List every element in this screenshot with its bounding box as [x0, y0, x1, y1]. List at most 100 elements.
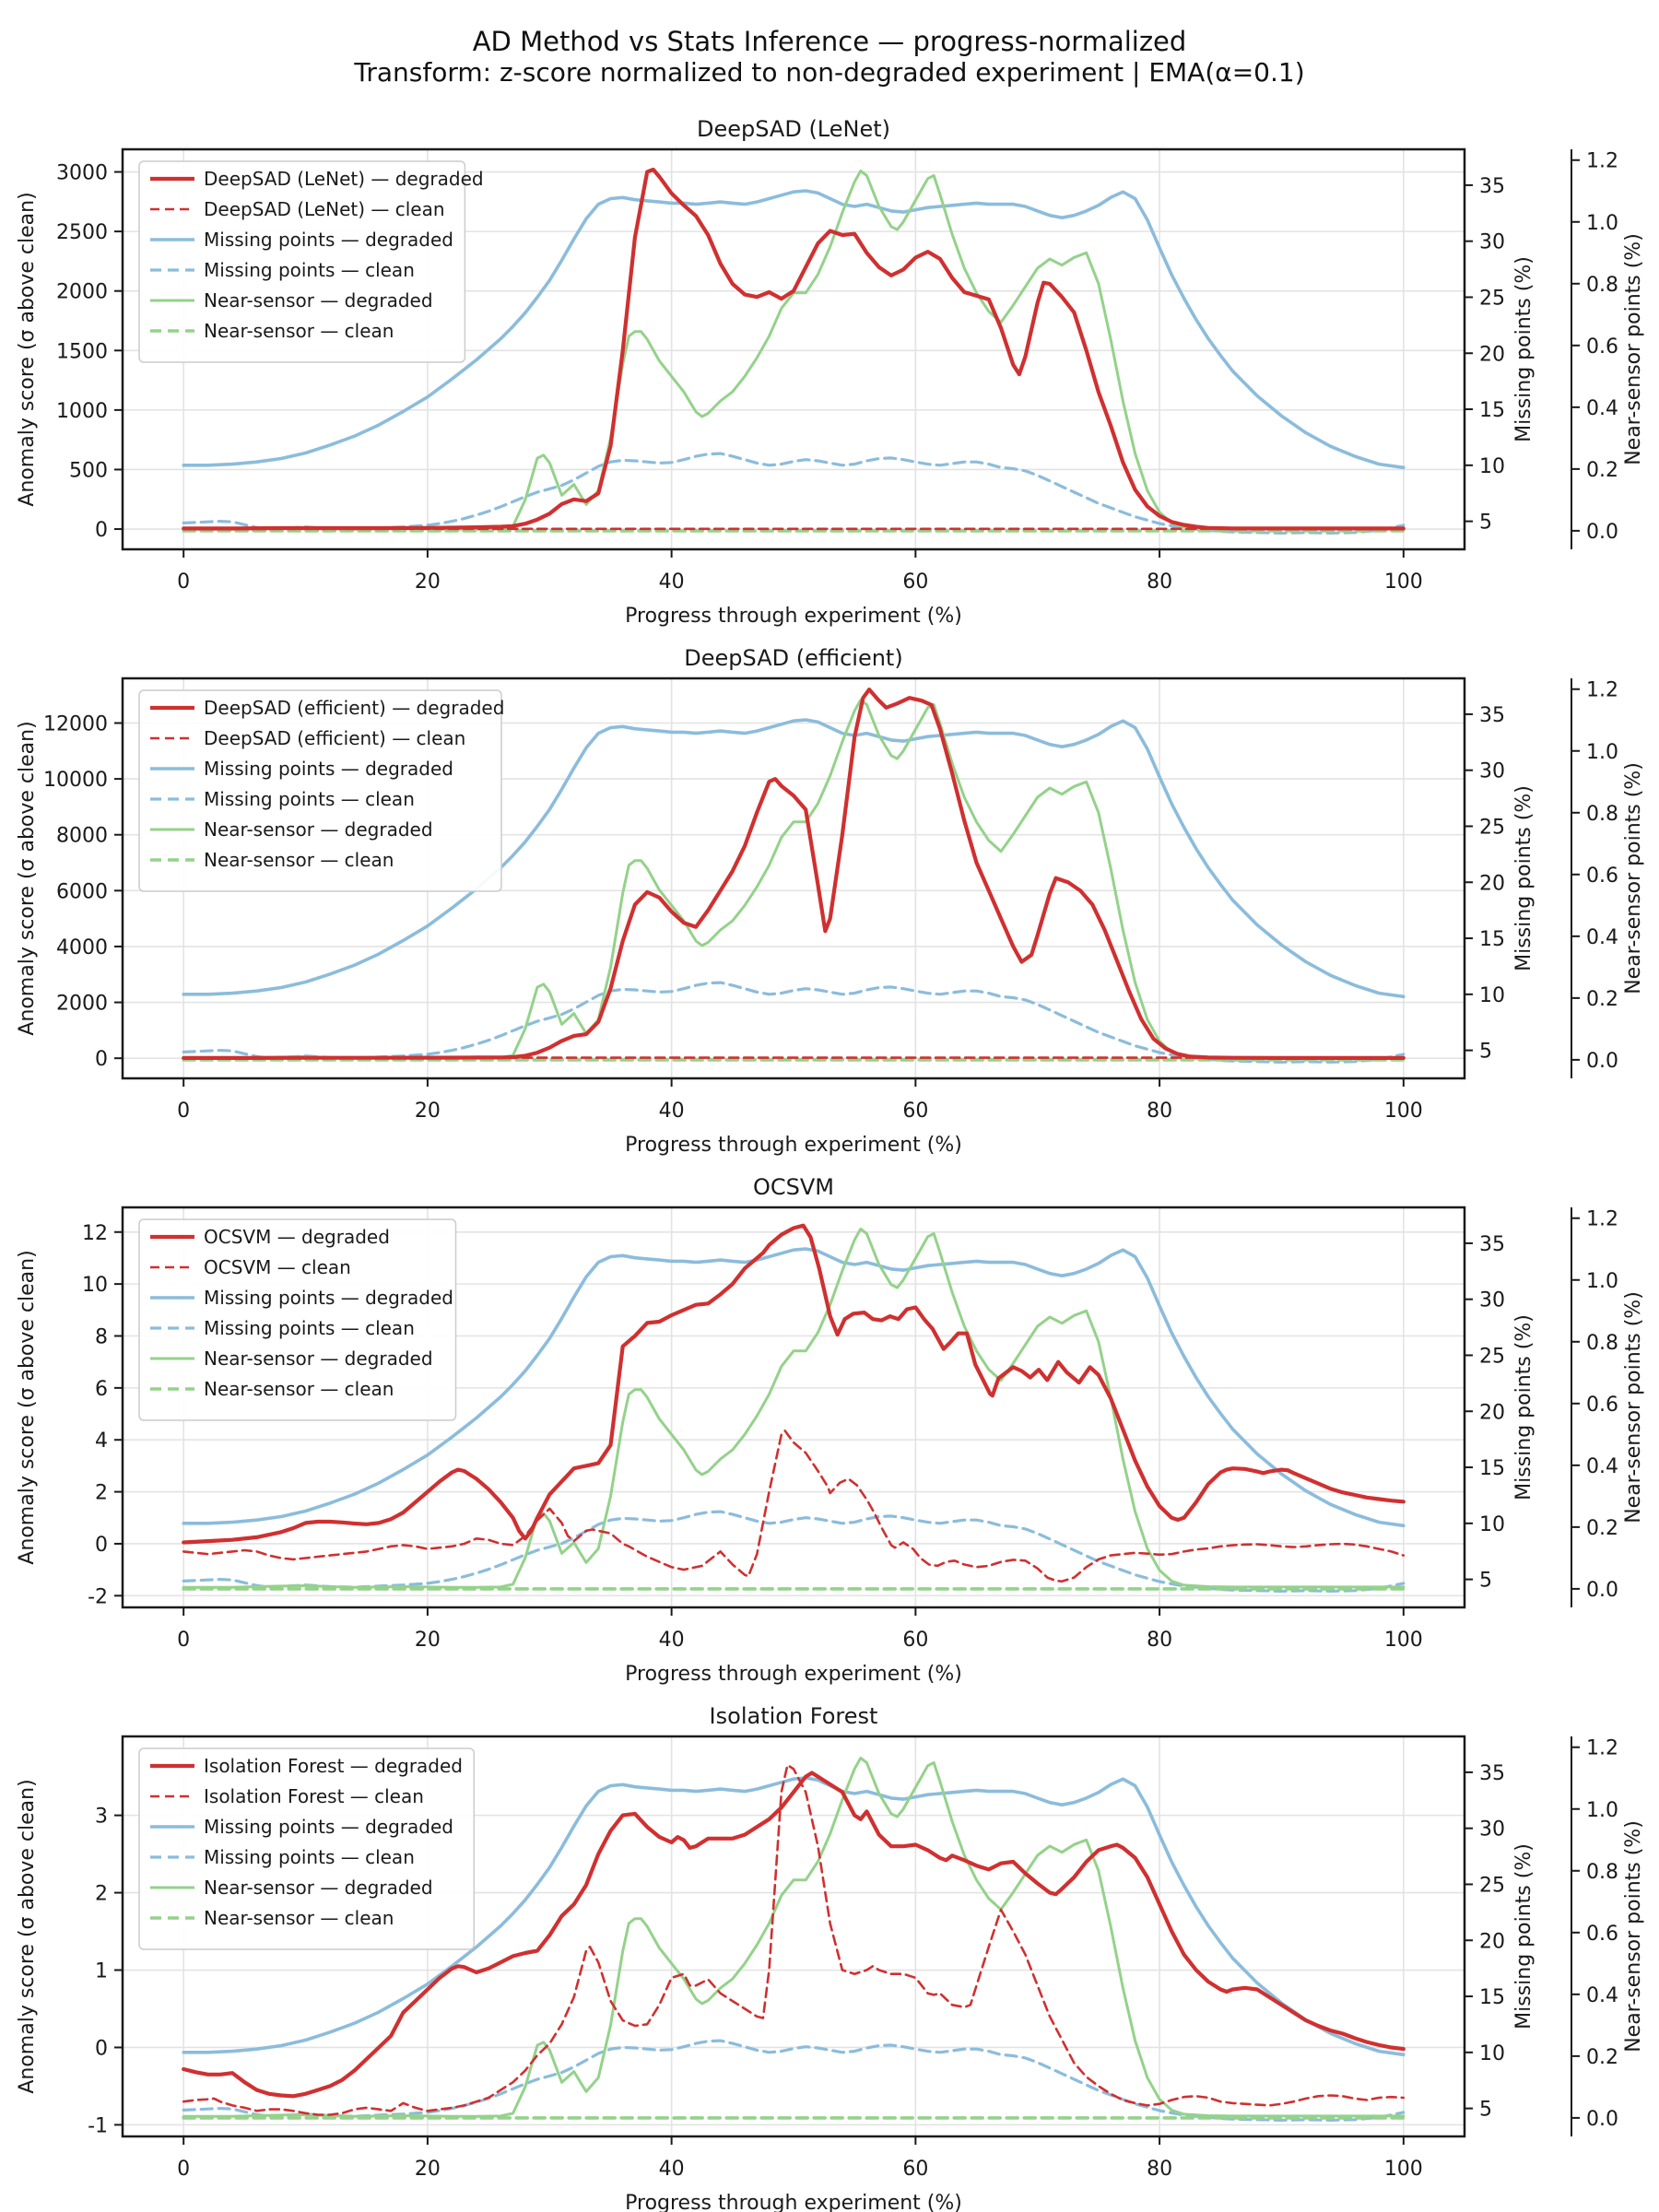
- y-tick-label: 12000: [43, 712, 108, 735]
- near-sensor-axis-tick-label: 0.2: [1586, 459, 1618, 482]
- axes-frame: [121, 1735, 1466, 2138]
- y-tick-label: 6000: [56, 880, 108, 903]
- legend-box: [138, 689, 502, 892]
- y-tick-label: 500: [69, 459, 108, 482]
- x-tick-label: 60: [902, 1100, 928, 1123]
- series-near-sensor-degraded-line: [182, 170, 1406, 531]
- right-axis-tick-label: 5: [1479, 2099, 1492, 2122]
- axes-frame: [121, 677, 1466, 1080]
- right-axis-tick-label: 35: [1479, 1233, 1505, 1256]
- near-sensor-axis-tick-label: 0.0: [1586, 1050, 1618, 1073]
- y-tick-label: 1000: [56, 400, 108, 423]
- right-axis-tick-label: 10: [1479, 2042, 1505, 2065]
- x-tick-label: 20: [415, 1629, 441, 1652]
- legend: DeepSAD (efficient) — degraded DeepSAD (e…: [138, 689, 504, 892]
- right-axis-tick-label: 35: [1479, 1762, 1505, 1785]
- x-tick-label: 0: [177, 2158, 190, 2181]
- right-axis-tick-label: 25: [1479, 816, 1505, 839]
- y-axis-label: Anomaly score (σ above clean): [16, 1250, 39, 1564]
- y-tick-label: 2000: [56, 993, 108, 1016]
- y-tick-label: 8000: [56, 825, 108, 848]
- legend-label: Near-sensor — clean: [204, 1907, 394, 1929]
- right-axis-tick-label: 15: [1479, 1457, 1505, 1480]
- y-tick-label: 3: [95, 1806, 108, 1829]
- near-sensor-axis-tick-label: 0.2: [1586, 988, 1618, 1011]
- near-sensor-axis-tick-label: 0.2: [1586, 1517, 1618, 1540]
- legend-label: DeepSAD (LeNet) — degraded: [204, 168, 484, 190]
- legend-label: OCSVM — degraded: [204, 1226, 390, 1248]
- legend-box: [138, 1747, 476, 1950]
- series-method-degraded-line: [182, 1223, 1406, 1545]
- y-tick-label: 10: [82, 1274, 108, 1297]
- axes-frame: [121, 147, 1466, 551]
- near-sensor-axis-tick-label: 0.8: [1586, 1332, 1618, 1355]
- y-tick-label: 10000: [43, 769, 108, 792]
- x-tick-label: 20: [415, 1100, 441, 1123]
- near-sensor-axis-tick-label: 1.2: [1586, 1737, 1618, 1760]
- series-method-clean-line: [182, 1763, 1406, 2116]
- near-sensor-axis-tick-label: 1.2: [1586, 1208, 1618, 1231]
- x-axis-label: Progress through experiment (%): [625, 1134, 962, 1157]
- legend-label: Near-sensor — clean: [204, 320, 394, 342]
- legend-label: Isolation Forest — degraded: [204, 1755, 463, 1777]
- near-sensor-axis-label: Near-sensor points (%): [1622, 1820, 1645, 2053]
- y-tick-label: -1: [88, 2114, 108, 2137]
- series-missing-degraded-line: [182, 718, 1406, 999]
- suptitle-line-1: AD Method vs Stats Inference — progress-…: [472, 26, 1187, 57]
- legend: Isolation Forest — degraded Isolation For…: [138, 1747, 476, 1950]
- right-axis-tick-label: 15: [1479, 399, 1505, 422]
- legend-label: Near-sensor — clean: [204, 849, 394, 871]
- right-axis-tick-label: 25: [1479, 1874, 1505, 1897]
- legend-label: Near-sensor — clean: [204, 1378, 394, 1400]
- legend-box: [138, 160, 466, 363]
- near-sensor-axis-tick-label: 1.0: [1586, 741, 1618, 764]
- y-tick-label: 2500: [56, 221, 108, 244]
- legend-label: Missing points — clean: [204, 1317, 415, 1339]
- right-axis-tick-label: 10: [1479, 984, 1505, 1007]
- x-tick-label: 0: [177, 1100, 190, 1123]
- right-axis-tick-label: 30: [1479, 231, 1505, 254]
- x-tick-label: 60: [902, 2158, 928, 2181]
- near-sensor-axis-label: Near-sensor points (%): [1622, 1291, 1645, 1524]
- right-axis-tick-label: 5: [1479, 1041, 1492, 1064]
- series-missing-degraded-line: [182, 1247, 1406, 1528]
- right-axis-tick-label: 30: [1479, 760, 1505, 783]
- x-tick-label: 40: [659, 1629, 685, 1652]
- legend: OCSVM — degraded OCSVM — clean Missing poi…: [138, 1218, 457, 1421]
- x-tick-label: 60: [902, 571, 928, 594]
- y-tick-label: 4000: [56, 936, 108, 959]
- y-axis-label: Anomaly score (σ above clean): [16, 721, 39, 1035]
- y-tick-label: 0: [95, 1048, 108, 1071]
- legend-label: Near-sensor — degraded: [204, 289, 433, 312]
- near-sensor-axis-label: Near-sensor points (%): [1622, 233, 1645, 465]
- legend-label: Missing points — degraded: [204, 1816, 453, 1838]
- subplot-title: DeepSAD (LeNet): [697, 116, 890, 142]
- legend-label: Isolation Forest — clean: [204, 1785, 424, 1807]
- legend-label: DeepSAD (LeNet) — clean: [204, 198, 445, 220]
- y-axis-label: Anomaly score (σ above clean): [16, 192, 39, 506]
- x-tick-label: 100: [1384, 2158, 1423, 2181]
- y-tick-label: 2000: [56, 281, 108, 304]
- near-sensor-axis-label: Near-sensor points (%): [1622, 762, 1645, 994]
- x-tick-label: 0: [177, 571, 190, 594]
- right-axis-tick-label: 30: [1479, 1289, 1505, 1312]
- near-sensor-axis-tick-label: 1.0: [1586, 1799, 1618, 1822]
- legend-label: Near-sensor — degraded: [204, 1347, 433, 1370]
- y-tick-label: 0: [95, 519, 108, 542]
- y-tick-label: 1: [95, 1960, 108, 1983]
- y-tick-label: 4: [95, 1430, 108, 1453]
- near-sensor-axis-tick-label: 1.0: [1586, 1270, 1618, 1293]
- y-axis-label: Anomaly score (σ above clean): [16, 1779, 39, 2093]
- right-axis-tick-label: 20: [1479, 1930, 1505, 1953]
- right-axis-tick-label: 35: [1479, 704, 1505, 727]
- series-method-degraded-line: [182, 167, 1406, 531]
- x-axis-label: Progress through experiment (%): [625, 2192, 962, 2212]
- right-axis-tick-label: 15: [1479, 928, 1505, 951]
- y-tick-label: 6: [95, 1378, 108, 1401]
- right-axis-tick-label: 10: [1479, 455, 1505, 478]
